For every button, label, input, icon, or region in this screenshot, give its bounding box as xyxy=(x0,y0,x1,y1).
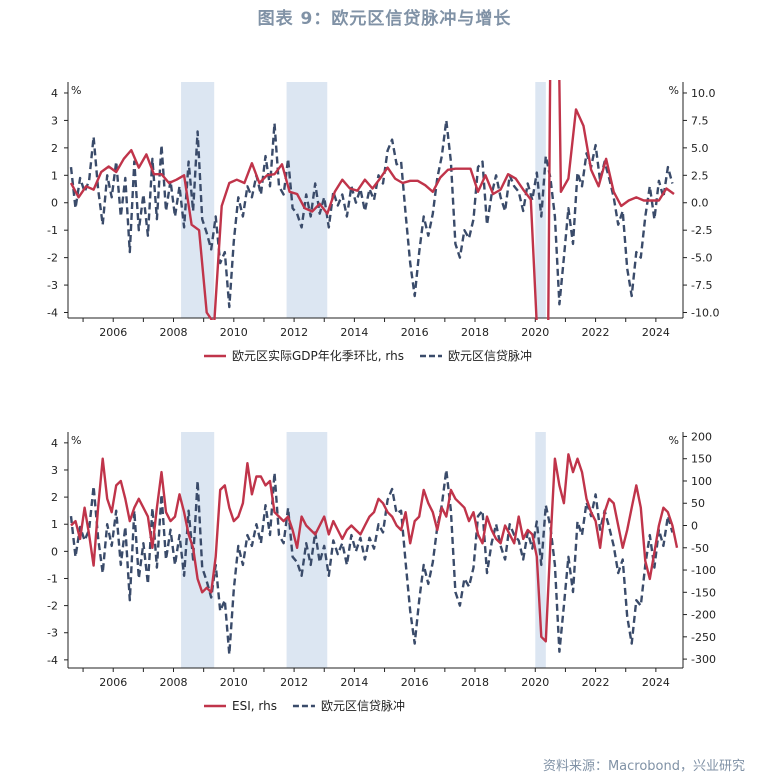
right-tick-label: -50 xyxy=(691,542,709,555)
x-tick-label: 2022 xyxy=(582,676,610,689)
x-tick-label: 2024 xyxy=(642,326,670,339)
left-axis-unit: % xyxy=(71,434,81,447)
recession-band-2 xyxy=(286,432,328,668)
credit-impulse-gdp-chart: -4 -3 -2 -1 0 1 2 3 4 % -10.0 -7.5 -5.0 -2.5 0.0 2.5 5.0… xyxy=(47,80,719,363)
right-tick-label: 150 xyxy=(691,453,712,466)
right-tick-label: -300 xyxy=(691,653,716,666)
left-tick-label: 3 xyxy=(51,464,58,477)
credit-impulse-series-line xyxy=(69,119,674,309)
left-tick-label: 4 xyxy=(51,87,58,100)
right-tick-label: 10.0 xyxy=(691,87,716,100)
right-tick-label: 100 xyxy=(691,475,712,488)
left-tick-label: 0 xyxy=(51,545,58,558)
right-tick-label: -250 xyxy=(691,631,716,644)
right-tick-label: 2.5 xyxy=(691,169,709,182)
recession-band-2 xyxy=(286,82,328,318)
x-tick-label: 2020 xyxy=(521,676,549,689)
x-tick-label: 2008 xyxy=(160,676,188,689)
right-tick-label: -7.5 xyxy=(691,279,712,292)
recession-band-3 xyxy=(535,82,546,318)
x-tick-label: 2014 xyxy=(340,676,368,689)
right-tick-label: 50 xyxy=(691,497,705,510)
x-tick-label: 2008 xyxy=(160,326,188,339)
right-tick-label: 200 xyxy=(691,430,712,443)
right-tick-label: 0.0 xyxy=(691,197,709,210)
x-tick-label: 2010 xyxy=(220,676,248,689)
left-tick-label: -2 xyxy=(47,600,58,613)
legend-label-1: 欧元区实际GDP年化季环比, rhs xyxy=(232,348,404,363)
x-tick-label: 2024 xyxy=(642,676,670,689)
right-tick-label: -10.0 xyxy=(691,307,719,320)
x-tick-label: 2012 xyxy=(280,676,308,689)
credit-impulse-esi-chart: -4 -3 -2 -1 0 1 2 3 4 % -300 -250 -200 -150 -100 -50 0 50… xyxy=(47,430,716,713)
x-tick-label: 2020 xyxy=(521,326,549,339)
x-tick-label: 2014 xyxy=(340,326,368,339)
source-note: 资料来源：Macrobond，兴业研究 xyxy=(542,759,745,774)
credit-impulse-series-line xyxy=(69,468,674,656)
left-tick-label: -2 xyxy=(47,252,58,265)
left-tick-label: 1 xyxy=(51,169,58,182)
x-tick-label: 2006 xyxy=(99,676,127,689)
x-tick-label: 2018 xyxy=(461,326,489,339)
left-tick-label: -1 xyxy=(47,224,58,237)
x-tick-label: 2010 xyxy=(220,326,248,339)
left-tick-label: 2 xyxy=(51,491,58,504)
left-axis-unit: % xyxy=(71,84,81,97)
left-tick-label: 1 xyxy=(51,518,58,531)
left-tick-label: 2 xyxy=(51,142,58,155)
x-tick-label: 2018 xyxy=(461,676,489,689)
right-tick-label: -5.0 xyxy=(691,252,712,265)
left-tick-label: -4 xyxy=(47,654,58,667)
x-tick-label: 2022 xyxy=(582,326,610,339)
legend-label-2: 欧元区信贷脉冲 xyxy=(448,348,532,363)
x-tick-label: 2016 xyxy=(401,326,429,339)
rhs-series-line xyxy=(70,453,679,643)
right-tick-label: -200 xyxy=(691,609,716,622)
right-axis-unit: % xyxy=(669,434,679,447)
x-tick-label: 2016 xyxy=(401,676,429,689)
right-tick-label: 0 xyxy=(691,520,698,533)
right-tick-label: 7.5 xyxy=(691,114,709,127)
page-title: 图表 9：欧元区信贷脉冲与增长 xyxy=(257,9,512,29)
x-tick-label: 2006 xyxy=(99,326,127,339)
left-tick-label: 0 xyxy=(51,197,58,210)
rhs-series-line xyxy=(69,80,675,320)
left-tick-label: -3 xyxy=(47,627,58,640)
x-tick-label: 2012 xyxy=(280,326,308,339)
left-tick-label: 4 xyxy=(51,437,58,450)
right-tick-label: -2.5 xyxy=(691,224,712,237)
left-tick-label: -1 xyxy=(47,572,58,585)
right-tick-label: -150 xyxy=(691,586,716,599)
right-axis-unit: % xyxy=(669,84,679,97)
right-tick-label: 5.0 xyxy=(691,142,709,155)
recession-band-1 xyxy=(181,82,215,318)
legend-label-2: 欧元区信贷脉冲 xyxy=(321,698,405,713)
legend-label-1: ESI, rhs xyxy=(232,699,277,713)
left-tick-label: -3 xyxy=(47,279,58,292)
left-tick-label: -4 xyxy=(47,307,58,320)
right-tick-label: -100 xyxy=(691,564,716,577)
left-tick-label: 3 xyxy=(51,114,58,127)
